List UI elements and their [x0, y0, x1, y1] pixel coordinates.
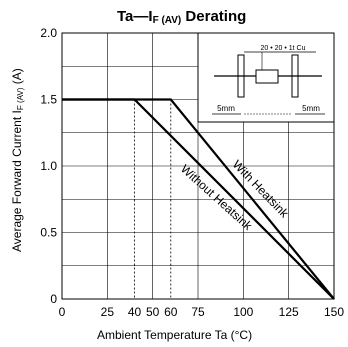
- series-without-heatsink: [62, 98, 335, 300]
- x-tick-label-40: 40: [128, 305, 142, 319]
- y-tick-label-1: 0.5: [40, 226, 57, 240]
- inset-left-dim: 5mm: [217, 104, 235, 113]
- inset-label: 20 • 20 • 1t Cu: [261, 45, 306, 52]
- y-axis-label-suffix: (A): [10, 68, 24, 87]
- x-tick-label-75: 75: [191, 305, 205, 319]
- y-axis-label-subscript: F (AV): [16, 87, 25, 110]
- x-tick-label-25: 25: [101, 305, 115, 319]
- chart-title-subscript: F (AV): [153, 15, 182, 26]
- y-tick-label-3: 1.5: [40, 93, 57, 107]
- y-axis-label-main: Average Forward Current I: [10, 110, 24, 252]
- chart-title-suffix: Derating: [181, 8, 246, 25]
- x-tick-label-60: 60: [164, 305, 178, 319]
- x-tick-labels: 0 25 40 50 60 75 100 125 150: [59, 305, 345, 319]
- inset-right-dim: 5mm: [302, 104, 320, 113]
- chart-title-main: Ta—I: [117, 8, 153, 25]
- x-tick-label-0: 0: [59, 305, 66, 319]
- y-tick-label-4: 2.0: [40, 26, 57, 40]
- x-axis-label: Ambient Temperature Ta (°C): [97, 328, 252, 342]
- reference-lines: [134, 99, 172, 299]
- y-tick-labels: 0 0.5 1.0 1.5 2.0: [40, 26, 57, 306]
- diode-body: [255, 69, 279, 84]
- x-tick-label-150: 150: [324, 305, 344, 319]
- x-tick-label-125: 125: [279, 305, 299, 319]
- heatsink-inset: 20 • 20 • 1t Cu 5mm 5mm: [197, 32, 335, 123]
- y-tick-label-0: 0: [50, 292, 57, 306]
- series-lines: [62, 98, 335, 300]
- x-tick-label-100: 100: [233, 305, 253, 319]
- chart-title: Ta—IF (AV) Derating: [117, 8, 246, 26]
- x-tick-label-50: 50: [146, 305, 160, 319]
- y-axis-label: Average Forward Current IF (AV) (A): [10, 68, 25, 252]
- y-tick-label-2: 1.0: [40, 159, 57, 173]
